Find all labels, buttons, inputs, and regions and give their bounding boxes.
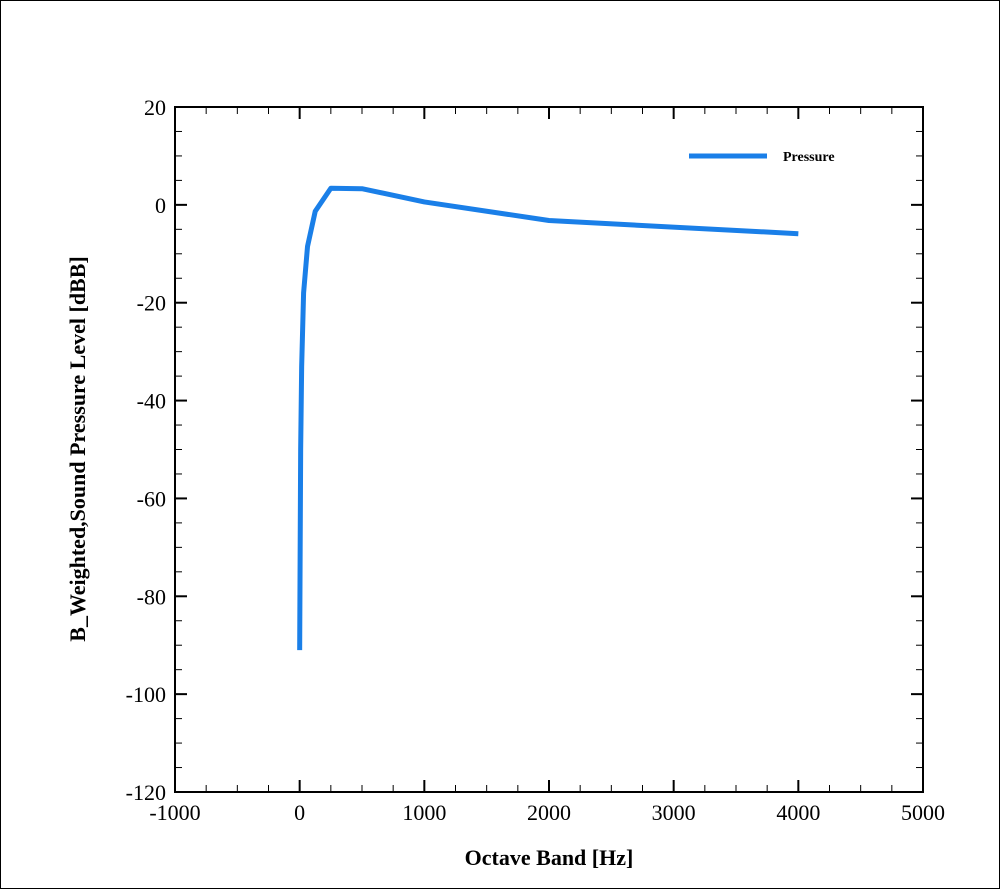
y-tick-label: -100 xyxy=(126,682,166,707)
x-tick-label: 0 xyxy=(294,800,305,825)
major-ticks xyxy=(174,106,924,793)
legend: Pressure xyxy=(689,150,835,165)
y-tick-label: -60 xyxy=(137,486,166,511)
y-tick-label: 0 xyxy=(155,193,166,218)
minor-ticks xyxy=(175,107,923,792)
x-tick-label: -1000 xyxy=(149,800,200,825)
plot-area xyxy=(174,106,924,793)
y-tick-label: -80 xyxy=(137,584,166,609)
x-tick-label: 4000 xyxy=(776,800,820,825)
y-tick-label: -120 xyxy=(126,780,166,805)
y-tick-label: -20 xyxy=(137,291,166,316)
series-line-pressure xyxy=(297,185,799,651)
y-tick-labels: -120 -100 -80 -60 -40 -20 0 20 xyxy=(126,95,166,805)
series-layer xyxy=(297,185,799,651)
y-tick-label: -40 xyxy=(137,389,166,414)
x-tick-label: 3000 xyxy=(652,800,696,825)
x-axis-title: Octave Band [Hz] xyxy=(465,845,634,870)
legend-label-pressure: Pressure xyxy=(783,150,835,165)
x-tick-label: 5000 xyxy=(901,800,945,825)
x-tick-label: 1000 xyxy=(402,800,446,825)
y-tick-label: 20 xyxy=(144,95,166,120)
y-axis-title: B_Weighted,Sound Pressure Level [dBB] xyxy=(65,256,90,641)
x-tick-labels: -1000 0 1000 2000 3000 4000 5000 xyxy=(149,800,945,825)
x-tick-label: 2000 xyxy=(527,800,571,825)
